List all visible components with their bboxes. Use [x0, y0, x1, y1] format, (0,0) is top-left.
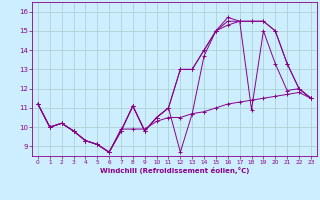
- X-axis label: Windchill (Refroidissement éolien,°C): Windchill (Refroidissement éolien,°C): [100, 167, 249, 174]
